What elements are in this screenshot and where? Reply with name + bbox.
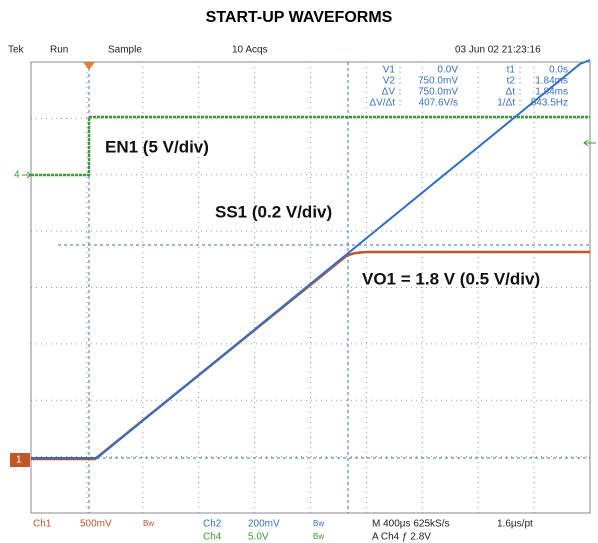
- status: A Ch4 ƒ 2.8V: [372, 532, 431, 543]
- acqs: 10 Acqs: [232, 45, 268, 56]
- status: Bw: [313, 519, 324, 528]
- datetime: 03 Jun 02 21:23:16: [455, 45, 541, 56]
- ss1-trace: [31, 59, 591, 459]
- readout-text: 750.0mV: [418, 87, 458, 98]
- readout-text: :: [399, 76, 402, 87]
- vo1-label: VO1 = 1.8 V (0.5 V/div): [362, 269, 540, 288]
- readout-text: :: [399, 87, 402, 98]
- status: 200mV: [248, 519, 280, 530]
- ss1-label: SS1 (0.2 V/div): [215, 202, 332, 221]
- ch4-arrow: [22, 171, 32, 179]
- status: M 400µs 625kS/s: [372, 519, 449, 530]
- readout-text: 0.0V: [437, 65, 458, 76]
- title: START-UP WAVEFORMS: [206, 9, 393, 26]
- readout-text: 1/Δt: [497, 98, 515, 109]
- readout-text: 750.0mV: [418, 76, 458, 87]
- readout-text: :: [519, 87, 522, 98]
- readout-text: :: [399, 65, 402, 76]
- trigger-level-arrow: [583, 139, 596, 147]
- readout-text: :: [399, 98, 402, 109]
- vo1-trace: [31, 250, 590, 461]
- cursor-readout: V1: 0.0V t1: 0.0s V2: 750.0mV t2: 1.84ms ΔV: 750.…: [369, 65, 568, 109]
- readout-text: t2: [507, 76, 516, 87]
- status: 1.6µs/pt: [497, 519, 533, 530]
- readout-text: 0.0s: [549, 65, 568, 76]
- status: Ch2: [203, 519, 222, 530]
- trigger-marker: [83, 62, 95, 70]
- readout-text: :: [519, 76, 522, 87]
- readout-text: 1.84ms: [535, 76, 568, 87]
- readout-text: V1: [383, 65, 396, 76]
- readout-text: Δt: [506, 87, 516, 98]
- readout-text: t1: [507, 65, 516, 76]
- readout-text: ΔV: [382, 87, 396, 98]
- mode: Sample: [108, 45, 142, 56]
- status: 500mV: [80, 519, 112, 530]
- readout-text: :: [519, 65, 522, 76]
- en1-label: EN1 (5 V/div): [105, 137, 209, 156]
- ch1-marker-box: [10, 453, 30, 467]
- status: Bw: [143, 519, 154, 528]
- state: Run: [50, 45, 68, 56]
- brand: Tek: [8, 45, 25, 56]
- status: Ch1: [33, 519, 52, 530]
- readout-text: 1.84ms: [535, 87, 568, 98]
- en1-trace: [31, 115, 590, 177]
- readout-text: 407.6V/s: [419, 98, 458, 109]
- readout-text: ΔV/Δt: [369, 98, 395, 109]
- status: Bw: [313, 532, 324, 541]
- status: Ch4: [203, 532, 222, 543]
- ch1-marker: 1: [16, 455, 22, 466]
- status: 5.0V: [248, 532, 269, 543]
- readout-text: 543.5Hz: [531, 98, 568, 109]
- grid: [31, 62, 590, 513]
- readout-text: :: [519, 98, 522, 109]
- ch4-marker: 4: [14, 170, 20, 181]
- readout-text: V2: [383, 76, 396, 87]
